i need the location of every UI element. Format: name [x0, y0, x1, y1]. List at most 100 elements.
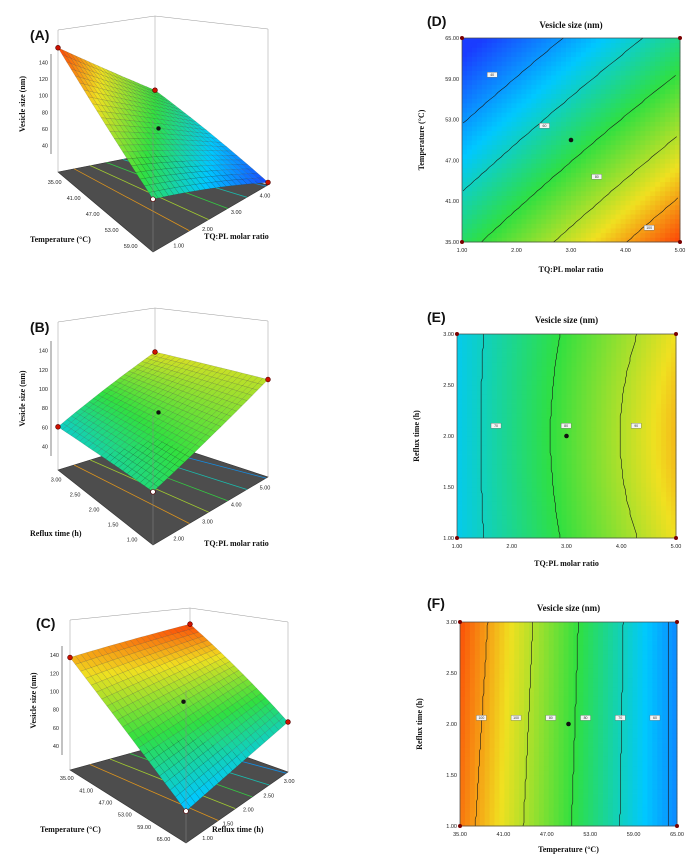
contour-fill-cell [471, 477, 478, 483]
contour-fill-cell [466, 218, 473, 224]
contour-fill-cell [476, 228, 483, 234]
contour-fill-cell [611, 343, 617, 349]
contour-fill-cell [521, 352, 528, 358]
contour-fill-cell [600, 158, 607, 164]
contour-fill-cell [461, 440, 468, 446]
contour-fill-cell [486, 140, 493, 146]
contour-fill-cell [571, 70, 577, 76]
contour-fill-cell [471, 195, 478, 201]
contour-fill-cell [466, 334, 473, 340]
contour-fill-cell [576, 454, 582, 460]
contour-fill-cell [581, 482, 587, 488]
contour-fill-cell [546, 140, 552, 146]
design-point [678, 240, 682, 244]
contour-fill-cell [670, 204, 676, 210]
contour-fill-cell [601, 524, 607, 530]
contour-fill-cell [511, 172, 517, 178]
contour-fill-cell [635, 237, 641, 243]
contour-fill-cell [516, 130, 522, 136]
contour-fill-cell [595, 223, 602, 229]
contour-fill-cell [595, 89, 602, 95]
contour-fill-cell [541, 84, 547, 90]
contour-fill-cell [486, 449, 493, 455]
contour-fill-cell [526, 389, 533, 395]
contour-fill-cell [501, 357, 508, 363]
contour-fill-cell [580, 228, 587, 234]
surface-cell [179, 454, 190, 463]
contour-fill-cell [606, 394, 612, 400]
contour-fill-cell [556, 98, 562, 104]
contour-fill-cell [645, 130, 651, 136]
contour-fill-cell [561, 454, 567, 460]
contour-fill-cell [576, 500, 582, 506]
contour-fill-cell [581, 468, 587, 474]
contour-fill-cell [566, 454, 572, 460]
contour-fill-cell [551, 422, 557, 428]
contour-fill-cell [516, 357, 523, 363]
contour-fill-cell [481, 204, 488, 210]
contour-fill-cell [466, 449, 473, 455]
contour-fill-cell [675, 47, 681, 53]
contour-fill-cell [526, 445, 533, 451]
contour-fill-cell [462, 51, 468, 57]
contour-fill-cell [660, 158, 666, 164]
contour-fill-cell [660, 70, 666, 76]
contour-fill-cell [496, 514, 503, 520]
contour-fill-cell [665, 209, 671, 215]
contour-fill-cell [621, 505, 627, 511]
contour-fill-cell [511, 385, 518, 391]
contour-fill-cell [521, 343, 528, 349]
contour-fill-cell [506, 394, 513, 400]
contour-fill-cell [471, 177, 478, 183]
contour-fill-cell [645, 75, 651, 81]
contour-fill-cell [471, 228, 478, 234]
contour-fill-cell [496, 533, 503, 539]
contour-fill-cell [541, 200, 547, 206]
contour-fill-cell [585, 228, 592, 234]
contour-fill-cell [541, 172, 547, 178]
contour-fill-cell [526, 56, 532, 62]
contour-fill-cell [635, 181, 641, 187]
contour-fill-cell [575, 237, 582, 243]
contour-fill-cell [531, 186, 537, 192]
x-tick-label: 5.00 [675, 248, 686, 254]
contour-fill-cell [611, 361, 617, 367]
contour-fill-cell [481, 140, 488, 146]
contour-plot-e: 70 80 901.00 2.00 3.00 4.00 5.001.001.502.002.… [412, 309, 681, 568]
contour-fill-cell [561, 177, 567, 183]
contour-fill-cell [625, 232, 631, 238]
contour-fill-cell [486, 116, 493, 122]
contour-fill-cell [650, 144, 656, 150]
contour-fill-cell [591, 371, 597, 377]
contour-fill-cell [625, 153, 631, 159]
contour-fill-cell [675, 158, 681, 164]
contour-fill-cell [541, 38, 547, 44]
contour-fill-cell [581, 496, 587, 502]
contour-fill-cell [536, 482, 543, 488]
contour-fill-cell [561, 61, 567, 67]
contour-fill-cell [511, 89, 517, 95]
contour-fill-cell [531, 177, 537, 183]
contour-fill-cell [561, 42, 567, 48]
contour-fill-cell [461, 371, 468, 377]
contour-fill-cell [521, 510, 528, 516]
contour-fill-cell [551, 334, 557, 340]
contour-fill-cell [526, 51, 532, 57]
contour-fill-cell [605, 209, 612, 215]
contour-fill-cell [481, 445, 488, 451]
contour-fill-cell [655, 144, 661, 150]
contour-fill-cell [536, 98, 542, 104]
contour-fill-cell [596, 338, 602, 344]
contour-fill-cell [511, 445, 518, 451]
y-tick-label: 1.00 [173, 244, 184, 250]
contour-fill-cell [625, 149, 631, 155]
contour-fill-cell [462, 209, 468, 215]
contour-fill-cell [665, 158, 671, 164]
contour-fill-cell [566, 482, 572, 488]
contour-fill-cell [541, 357, 547, 363]
contour-fill-cell [620, 232, 626, 238]
contour-fill-cell [575, 204, 582, 210]
contour-fill-cell [566, 375, 572, 381]
contour-fill-cell [536, 500, 543, 506]
